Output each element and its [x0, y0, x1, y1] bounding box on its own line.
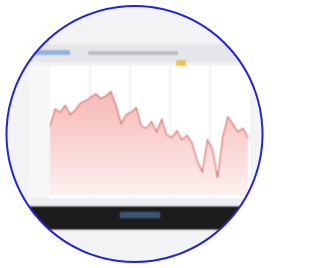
y-axis-panel	[30, 66, 50, 198]
page: (() => { const data = JSON.parse(documen…	[0, 0, 269, 268]
marker	[176, 60, 186, 66]
toolbar-buttons	[88, 51, 178, 55]
screenshot	[0, 0, 269, 268]
icon	[0, 0, 269, 268]
taskbar-icons	[120, 212, 160, 218]
scrollbar	[30, 198, 250, 206]
